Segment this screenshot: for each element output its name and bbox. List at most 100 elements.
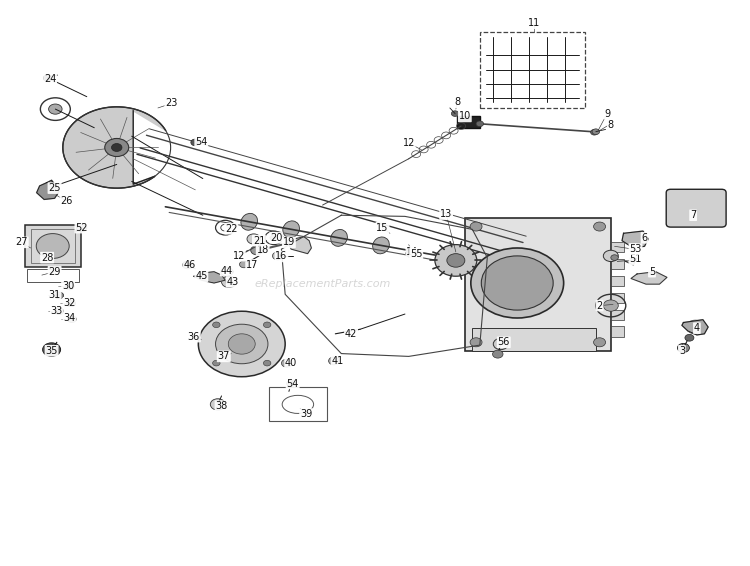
Bar xyxy=(268,388,327,421)
Text: 28: 28 xyxy=(41,252,53,263)
Bar xyxy=(27,269,80,282)
Circle shape xyxy=(228,334,255,354)
Text: 4: 4 xyxy=(694,323,700,333)
Text: 16: 16 xyxy=(275,251,287,261)
Circle shape xyxy=(247,234,260,244)
Circle shape xyxy=(603,300,618,311)
Text: 34: 34 xyxy=(64,313,76,323)
Circle shape xyxy=(263,322,271,328)
Text: 6: 6 xyxy=(641,233,647,243)
Text: 17: 17 xyxy=(246,260,259,270)
Text: 37: 37 xyxy=(217,351,230,362)
Circle shape xyxy=(603,250,618,261)
Circle shape xyxy=(76,224,87,231)
Text: 21: 21 xyxy=(253,235,266,246)
Bar xyxy=(480,32,584,108)
Text: 14: 14 xyxy=(406,247,418,257)
Circle shape xyxy=(43,343,61,357)
Circle shape xyxy=(49,104,62,114)
Bar xyxy=(610,327,624,337)
Text: 35: 35 xyxy=(46,346,58,356)
Text: 7: 7 xyxy=(690,210,696,220)
Circle shape xyxy=(272,252,283,260)
Circle shape xyxy=(190,139,200,146)
Circle shape xyxy=(112,144,122,152)
Text: 15: 15 xyxy=(376,222,388,233)
Text: 53: 53 xyxy=(629,244,642,254)
Bar xyxy=(610,276,624,286)
Circle shape xyxy=(435,245,477,276)
Text: 27: 27 xyxy=(16,237,28,247)
Text: 33: 33 xyxy=(51,306,63,316)
Text: 18: 18 xyxy=(256,245,268,255)
Text: 38: 38 xyxy=(215,401,228,411)
Text: 54: 54 xyxy=(195,137,208,147)
Text: 22: 22 xyxy=(225,224,238,234)
Circle shape xyxy=(221,276,236,288)
Text: 19: 19 xyxy=(283,237,295,247)
Text: 24: 24 xyxy=(44,74,56,84)
Text: 9: 9 xyxy=(604,109,610,119)
Circle shape xyxy=(212,361,220,366)
Text: 12: 12 xyxy=(403,138,415,148)
Circle shape xyxy=(494,338,508,350)
Circle shape xyxy=(593,338,605,347)
Ellipse shape xyxy=(241,213,257,230)
Polygon shape xyxy=(37,180,59,199)
Ellipse shape xyxy=(283,221,299,238)
Circle shape xyxy=(36,234,69,259)
Text: 54: 54 xyxy=(286,379,298,388)
Circle shape xyxy=(685,335,694,341)
Text: 1: 1 xyxy=(630,244,636,254)
Text: eReplacementParts.com: eReplacementParts.com xyxy=(254,279,391,289)
Polygon shape xyxy=(194,272,225,283)
Bar xyxy=(25,225,81,267)
Bar xyxy=(31,229,75,263)
Circle shape xyxy=(590,130,598,135)
Text: 13: 13 xyxy=(440,209,452,219)
Text: 32: 32 xyxy=(64,298,76,308)
Text: 40: 40 xyxy=(285,358,297,368)
Text: 41: 41 xyxy=(332,356,344,366)
Circle shape xyxy=(226,280,232,284)
Text: 45: 45 xyxy=(195,271,208,281)
Text: 25: 25 xyxy=(48,183,61,193)
Circle shape xyxy=(212,322,220,328)
Circle shape xyxy=(493,350,503,358)
Text: 2: 2 xyxy=(596,301,603,311)
Text: 56: 56 xyxy=(497,337,510,348)
Circle shape xyxy=(593,222,605,231)
Circle shape xyxy=(44,75,52,82)
Circle shape xyxy=(610,255,618,260)
Polygon shape xyxy=(622,231,648,248)
Circle shape xyxy=(215,324,268,364)
Text: 5: 5 xyxy=(649,267,655,277)
Text: 31: 31 xyxy=(49,290,61,301)
Text: 36: 36 xyxy=(188,332,200,342)
Text: 52: 52 xyxy=(75,222,88,233)
Bar xyxy=(610,242,624,252)
Bar xyxy=(472,328,596,351)
Circle shape xyxy=(592,129,599,135)
Polygon shape xyxy=(63,107,166,188)
Ellipse shape xyxy=(331,229,347,246)
Bar xyxy=(465,218,610,351)
Circle shape xyxy=(55,292,64,299)
Circle shape xyxy=(239,261,248,268)
Bar xyxy=(610,259,624,269)
Text: 51: 51 xyxy=(629,254,642,264)
Text: 8: 8 xyxy=(608,120,613,130)
Bar xyxy=(610,293,624,303)
Circle shape xyxy=(263,361,271,366)
Bar xyxy=(458,116,480,128)
Text: 42: 42 xyxy=(345,329,357,339)
Circle shape xyxy=(677,344,689,353)
Circle shape xyxy=(270,235,278,241)
Polygon shape xyxy=(626,258,637,265)
Circle shape xyxy=(476,121,484,127)
Circle shape xyxy=(470,338,482,347)
Circle shape xyxy=(67,300,76,307)
Circle shape xyxy=(55,308,64,315)
Text: 20: 20 xyxy=(270,233,282,243)
Text: 11: 11 xyxy=(527,18,540,28)
